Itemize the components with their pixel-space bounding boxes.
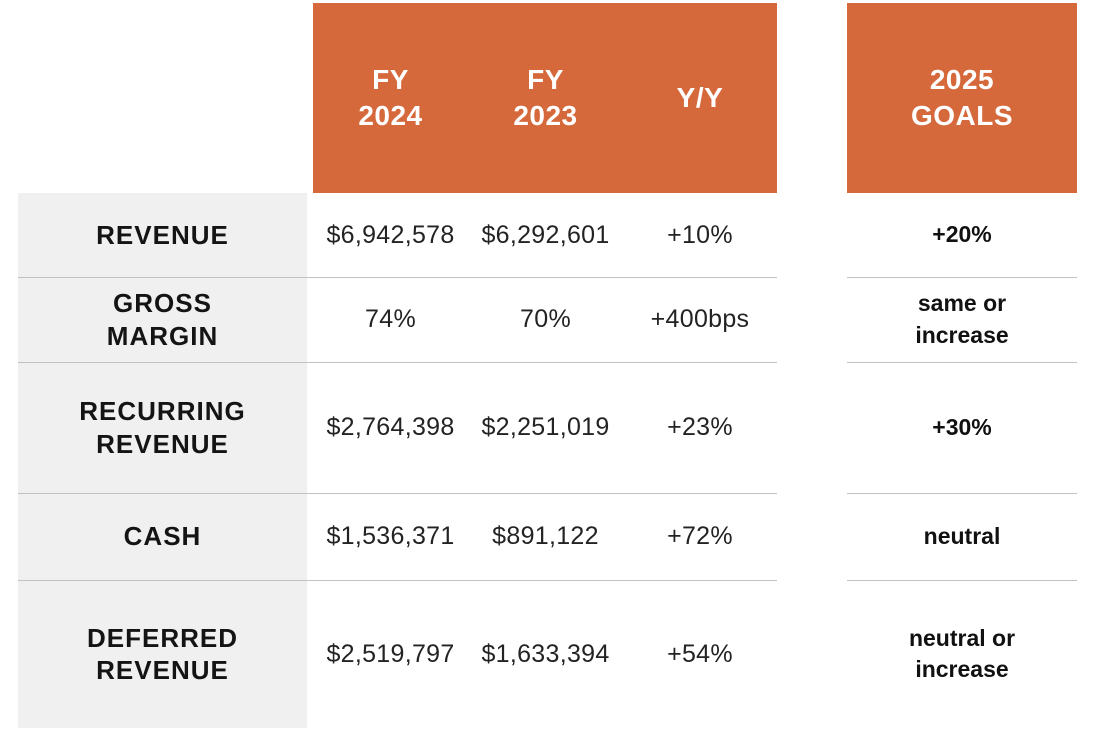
- cell-recurring-revenue-goal: +30%: [932, 413, 992, 440]
- row-label-deferred-revenue: DEFERRED REVENUE: [18, 580, 307, 728]
- row-label-revenue: REVENUE: [18, 193, 307, 277]
- cell-gross-margin-goal: same or increase: [915, 290, 1009, 348]
- row-divider: [18, 362, 777, 363]
- row-divider: [18, 277, 777, 278]
- cell-recurring-revenue-fy2024: $2,764,398: [326, 413, 455, 441]
- column-header-yoy: Y/Y: [676, 81, 724, 113]
- cell-deferred-revenue-fy2023: $1,633,394: [481, 639, 610, 668]
- cell-cash-yoy: +72%: [667, 522, 733, 550]
- cell-cash-goal: neutral: [923, 522, 1001, 549]
- row-label-cash: CASH: [18, 493, 307, 580]
- cell-revenue-fy2023: $6,292,601: [481, 220, 610, 249]
- cell-deferred-revenue-yoy: +54%: [667, 639, 733, 668]
- cell-cash-fy2023: $891,122: [492, 522, 599, 550]
- row-label-gross-margin: GROSS MARGIN: [18, 277, 307, 362]
- column-header-fy2024: FY 2024: [358, 63, 423, 131]
- row-divider-goals: [847, 493, 1077, 494]
- financial-metrics-table: FY 2024 FY 2023 Y/Y 2025 GOALS REVENUE G…: [18, 3, 1077, 728]
- cell-gross-margin-fy2024: 74%: [365, 305, 416, 333]
- cell-recurring-revenue-fy2023: $2,251,019: [481, 413, 610, 441]
- header-band-main: [313, 3, 777, 193]
- row-divider-goals: [847, 362, 1077, 363]
- cell-deferred-revenue-fy2024: $2,519,797: [326, 639, 455, 668]
- column-header-fy2023: FY 2023: [513, 63, 578, 131]
- row-divider: [18, 493, 777, 494]
- cell-deferred-revenue-goal: neutral or increase: [908, 624, 1016, 682]
- cell-recurring-revenue-yoy: +23%: [667, 413, 733, 441]
- cell-cash-fy2024: $1,536,371: [326, 522, 455, 550]
- cell-gross-margin-fy2023: 70%: [520, 305, 571, 333]
- cell-gross-margin-yoy: +400bps: [650, 305, 750, 333]
- cell-revenue-fy2024: $6,942,578: [326, 220, 455, 249]
- column-header-2025-goals: 2025 GOALS: [910, 63, 1014, 131]
- header-band-goals: [847, 3, 1077, 193]
- cell-revenue-yoy: +10%: [667, 220, 733, 249]
- cell-revenue-goal: +20%: [932, 221, 992, 248]
- row-divider-goals: [847, 580, 1077, 581]
- row-label-recurring-revenue: RECURRING REVENUE: [18, 362, 307, 493]
- row-divider-goals: [847, 277, 1077, 278]
- row-divider: [18, 580, 777, 581]
